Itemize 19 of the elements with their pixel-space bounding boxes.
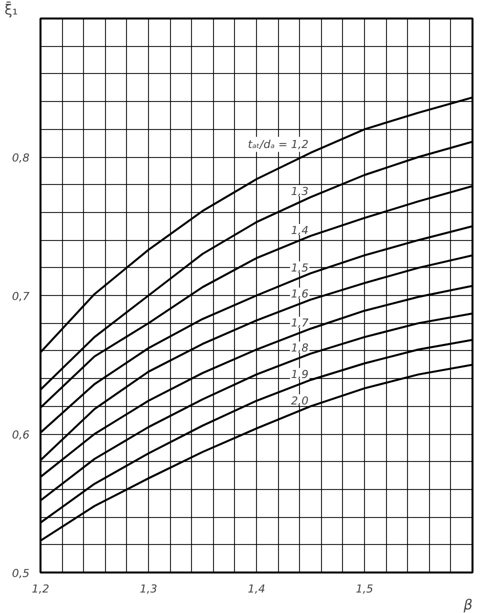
y-tick-label: 0,7 (12, 290, 30, 303)
y-tick-label: 0,6 (12, 428, 30, 442)
x-tick-label: 1,3 (140, 582, 158, 596)
x-tick-label: 1,4 (248, 582, 266, 596)
series-label: 2,0 (291, 394, 309, 408)
series-label: 1,7 (291, 316, 309, 330)
series-label: 1,5 (291, 261, 309, 274)
x-tick-label: 1,2 (32, 582, 50, 596)
series-label: 1,6 (291, 288, 309, 301)
series-label: 1,8 (291, 342, 309, 355)
series-label: 1,3 (291, 185, 309, 198)
y-tick-label: 0,8 (12, 152, 30, 164)
y-tick-label: 0,5 (12, 567, 30, 580)
x-tick-label: 1,5 (356, 582, 374, 596)
series-label: 1,4 (291, 224, 309, 237)
series-label: tₐₜ/dₐ = 1,2 (248, 138, 309, 151)
y-axis-title: ξ̄₁ (4, 0, 18, 18)
x-axis-title: β (462, 598, 473, 613)
series-label: 1,9 (291, 368, 309, 381)
